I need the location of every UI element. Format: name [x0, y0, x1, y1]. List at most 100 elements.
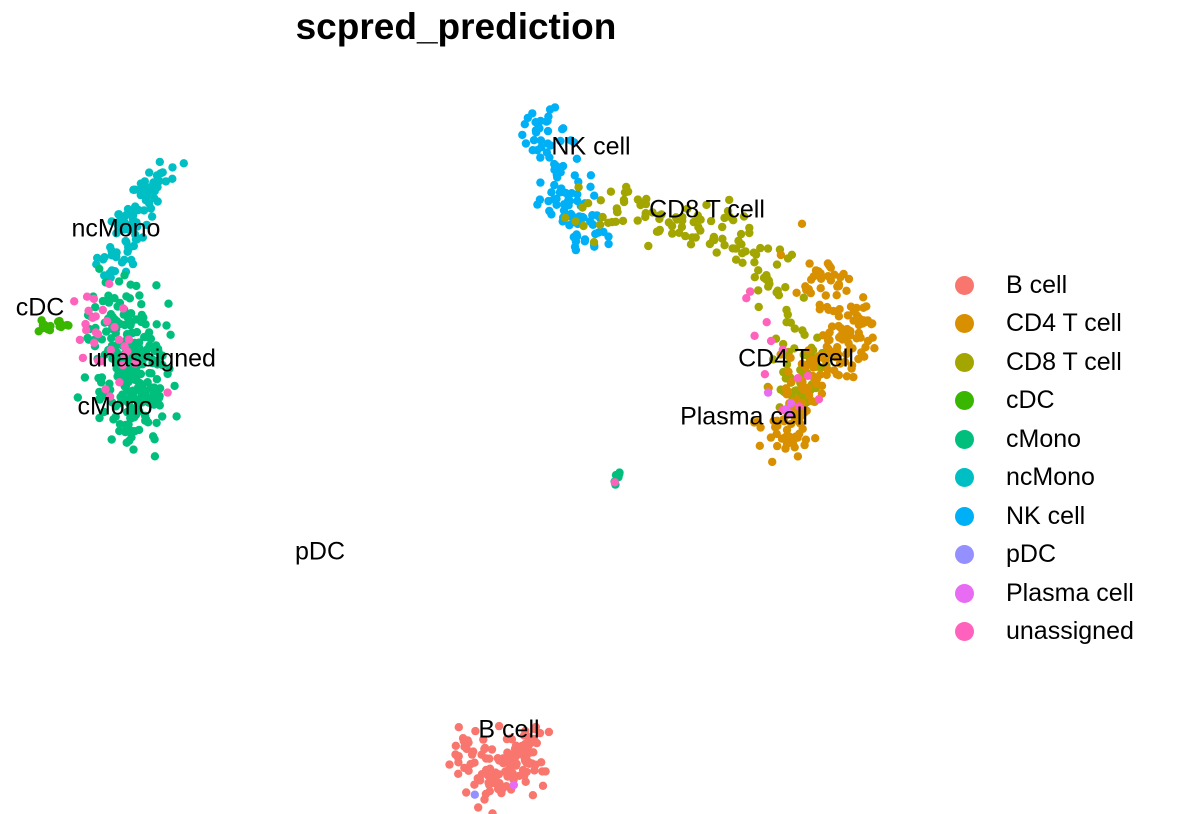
data-point — [131, 359, 140, 368]
data-point — [135, 407, 144, 416]
data-point — [152, 418, 161, 428]
data-point — [142, 345, 151, 354]
data-point — [793, 452, 803, 461]
legend-label: cMono — [1006, 424, 1082, 453]
data-point — [95, 264, 104, 273]
data-point — [803, 371, 813, 380]
data-point — [156, 169, 165, 178]
legend-label: unassigned — [1006, 617, 1134, 646]
data-point — [499, 754, 508, 763]
data-point — [541, 767, 550, 776]
legend-item: CD8 T cell — [955, 343, 1134, 382]
data-point — [533, 200, 542, 209]
data-point — [795, 417, 804, 427]
data-point — [70, 297, 79, 306]
data-point — [129, 445, 138, 454]
data-point — [522, 767, 531, 777]
data-point — [768, 457, 777, 467]
data-point — [760, 370, 770, 379]
data-point — [612, 207, 622, 217]
data-point — [97, 378, 106, 387]
data-point — [816, 370, 825, 379]
data-point — [165, 364, 174, 373]
data-point — [814, 395, 824, 404]
data-point — [832, 370, 841, 379]
data-point — [579, 221, 588, 231]
data-point — [531, 722, 540, 732]
data-point — [742, 294, 751, 303]
data-point — [623, 187, 633, 196]
data-point — [702, 200, 711, 210]
data-point — [800, 408, 809, 417]
data-point — [126, 405, 136, 414]
data-point — [488, 809, 497, 814]
data-point — [145, 368, 154, 378]
legend-label: Plasma cell — [1006, 578, 1134, 607]
legend-swatch — [955, 352, 974, 372]
data-point — [172, 412, 181, 421]
data-point — [750, 273, 759, 282]
data-point — [754, 266, 763, 275]
data-point — [93, 253, 102, 263]
data-point — [746, 287, 755, 296]
data-point — [464, 766, 473, 775]
data-point — [781, 384, 791, 393]
data-point — [755, 441, 764, 450]
data-point — [720, 241, 729, 250]
data-point — [569, 232, 578, 242]
legend-item: cMono — [955, 420, 1134, 459]
data-point — [863, 336, 873, 346]
data-point — [725, 195, 734, 205]
data-point — [811, 434, 820, 443]
data-point — [854, 328, 863, 338]
legend-label: NK cell — [1006, 501, 1086, 530]
data-point — [544, 727, 554, 737]
legend-swatch — [955, 545, 974, 565]
data-point — [731, 244, 741, 253]
data-point — [799, 293, 808, 302]
data-point — [158, 412, 167, 421]
data-point — [817, 351, 827, 360]
data-point — [100, 350, 110, 359]
data-point — [543, 126, 553, 136]
data-point — [811, 266, 821, 275]
data-point — [672, 215, 682, 224]
legend-item: cDC — [955, 382, 1134, 421]
data-point — [520, 120, 529, 129]
data-point — [798, 383, 807, 393]
legend-swatch — [955, 391, 974, 411]
data-point — [152, 281, 161, 290]
legend-swatch — [955, 622, 974, 642]
data-point — [828, 348, 837, 357]
data-point — [691, 233, 700, 242]
data-point — [89, 294, 99, 304]
data-point — [768, 355, 778, 364]
data-point — [485, 780, 494, 789]
data-point — [134, 425, 144, 435]
data-point — [91, 328, 101, 337]
data-point — [550, 161, 560, 170]
data-point — [773, 416, 782, 425]
data-point — [131, 235, 141, 244]
data-point — [105, 279, 114, 289]
data-point — [778, 345, 787, 354]
data-point — [598, 212, 607, 222]
data-point — [781, 444, 790, 453]
data-point — [586, 171, 596, 180]
data-point — [556, 136, 565, 146]
data-point — [756, 243, 765, 253]
data-point — [110, 322, 119, 332]
legend-item: pDC — [955, 536, 1134, 575]
data-point — [503, 767, 512, 776]
data-point — [644, 241, 653, 251]
data-point — [773, 286, 782, 295]
data-point — [784, 432, 794, 441]
data-point — [573, 190, 582, 199]
data-point — [588, 220, 598, 229]
data-point — [545, 206, 554, 216]
data-point — [105, 392, 115, 401]
cluster-label: cDC — [16, 294, 65, 322]
data-point — [641, 198, 650, 207]
data-point — [99, 407, 109, 417]
data-point — [545, 153, 554, 162]
